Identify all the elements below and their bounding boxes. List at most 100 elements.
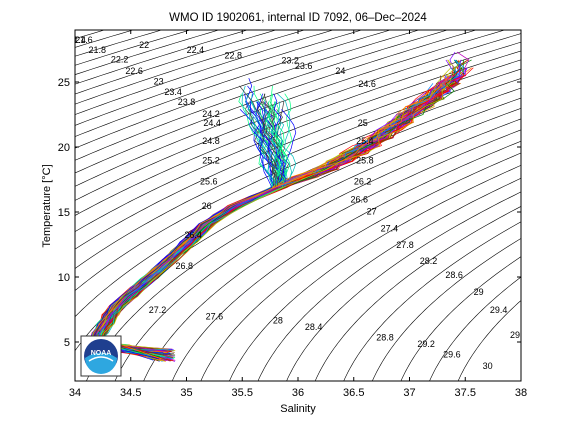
y-tick-label: 5 xyxy=(64,337,70,349)
density-contour-label: 29 xyxy=(474,287,484,297)
x-tick-label: 38 xyxy=(515,387,527,399)
density-contour-label: 25.4 xyxy=(356,136,374,146)
density-contour-line xyxy=(343,221,521,381)
density-contour-line xyxy=(75,30,305,105)
x-axis-label: Salinity xyxy=(280,403,316,415)
density-contour-label: 21.6 xyxy=(75,35,93,45)
density-contour-label: 23.2 xyxy=(281,56,299,66)
density-contour-label: 25.8 xyxy=(356,156,374,166)
density-contour-line xyxy=(75,78,521,291)
density-contour-label: 24.2 xyxy=(202,109,220,119)
x-tick-label: 34 xyxy=(69,387,81,399)
density-contour-line xyxy=(286,191,521,381)
x-tick-label: 35 xyxy=(180,387,192,399)
density-contour-line xyxy=(143,129,521,381)
density-contour-label: 27.8 xyxy=(396,240,414,250)
x-tick-label: 34.5 xyxy=(120,387,141,399)
svg-text:NOAA: NOAA xyxy=(91,350,112,357)
density-contour-line xyxy=(75,30,505,187)
density-contour-line xyxy=(257,177,521,381)
density-contour-label: 28.2 xyxy=(420,256,438,266)
density-contour-line xyxy=(457,300,521,381)
density-contour-label: 29.6 xyxy=(443,349,461,359)
density-contour-line xyxy=(75,30,419,149)
y-tick-label: 10 xyxy=(58,272,70,284)
density-contour-label: 23.6 xyxy=(295,61,313,71)
density-contour-label: 29.4 xyxy=(490,305,508,315)
density-contour-label: 27.4 xyxy=(381,223,399,233)
density-contour-label: 22.4 xyxy=(187,45,205,55)
density-contour-label: 26 xyxy=(202,201,212,211)
density-contour-label: 26.4 xyxy=(184,230,202,240)
density-contour-line xyxy=(75,33,521,201)
density-contour-line xyxy=(75,30,362,126)
float-profile-line xyxy=(92,75,456,352)
density-contour-line xyxy=(372,238,521,381)
density-contour-label: 24.8 xyxy=(202,136,220,146)
density-contour-label: 23.8 xyxy=(178,97,196,107)
density-contour-line xyxy=(75,30,334,115)
density-contour-label: 27.2 xyxy=(149,305,167,315)
density-contour-line xyxy=(229,165,521,381)
density-contour-label: 26.8 xyxy=(176,261,194,271)
density-contour-line xyxy=(200,152,521,381)
density-contour-label: 21.4 xyxy=(68,35,86,45)
density-contour-label: 24.4 xyxy=(203,118,221,128)
float-profile-line xyxy=(88,83,438,362)
float-profile-line xyxy=(90,85,273,360)
density-contour-label: 21.8 xyxy=(89,45,107,55)
density-contour-label: 24 xyxy=(335,66,345,76)
float-profiles xyxy=(85,51,474,362)
density-contours xyxy=(75,30,521,381)
density-contour-label: 29.2 xyxy=(417,339,435,349)
density-contour-line xyxy=(75,30,391,137)
density-contour-label: 27.6 xyxy=(206,312,224,322)
noaa-logo: NOAA xyxy=(80,335,122,377)
y-axis-label: Temperature [°C] xyxy=(41,164,53,247)
density-contour-line xyxy=(429,276,521,381)
density-contour-label: 23 xyxy=(154,76,164,86)
density-contour-label: 26.6 xyxy=(351,195,369,205)
float-profile-line xyxy=(93,93,279,352)
x-tick-label: 36.5 xyxy=(343,387,364,399)
density-contour-label: 24.6 xyxy=(358,79,376,89)
float-profile-line xyxy=(97,93,292,351)
density-contour-label: 22.2 xyxy=(111,54,129,64)
density-contour-label: 29.8 xyxy=(510,330,528,340)
float-profile-line xyxy=(99,75,453,350)
density-contour-label: 27 xyxy=(367,206,377,216)
density-contour-line xyxy=(86,107,521,381)
x-tick-label: 37.5 xyxy=(455,387,476,399)
y-tick-label: 20 xyxy=(58,142,70,154)
density-contour-line xyxy=(171,140,521,381)
axis-ticks: 34 34.5 35 35.5 36 36.5 37 37.5 38 5 10 15 20 25 xyxy=(58,30,527,399)
chart-title: WMO ID 1902061, internal ID 7092, 06–Dec… xyxy=(169,12,427,24)
density-contour-label: 22.6 xyxy=(125,66,143,76)
density-contour-line xyxy=(75,50,521,232)
density-contour-label: 22 xyxy=(139,40,149,50)
density-contour-line xyxy=(75,41,521,216)
density-contour-label: 25.2 xyxy=(202,156,220,166)
density-contour-label: 25.6 xyxy=(200,176,218,186)
x-tick-label: 37 xyxy=(403,387,415,399)
density-contour-label: 30 xyxy=(483,361,493,371)
density-contour-label: 26.2 xyxy=(354,176,372,186)
density-contour-label: 28.6 xyxy=(445,270,463,280)
density-contour-line xyxy=(75,30,477,174)
density-contour-labels: 21.421.621.8 22 22.2 22.4 22.6 22.8 23 23.2 23.4… xyxy=(68,35,528,371)
density-contour-label: 23.4 xyxy=(164,87,182,97)
x-tick-label: 35.5 xyxy=(232,387,253,399)
density-contour-label: 28.8 xyxy=(376,332,394,342)
float-profile-line xyxy=(91,75,451,360)
density-contour-label: 28 xyxy=(273,316,283,326)
y-tick-label: 15 xyxy=(58,207,70,219)
density-contour-label: 25 xyxy=(358,118,368,128)
density-contour-line xyxy=(75,30,276,95)
density-contour-line xyxy=(75,68,521,269)
density-contour-label: 28.4 xyxy=(305,322,323,332)
density-contour-line xyxy=(400,256,521,381)
density-contour-line xyxy=(75,30,448,161)
density-contour-label: 22.8 xyxy=(225,50,243,60)
density-contour-line xyxy=(314,206,521,381)
